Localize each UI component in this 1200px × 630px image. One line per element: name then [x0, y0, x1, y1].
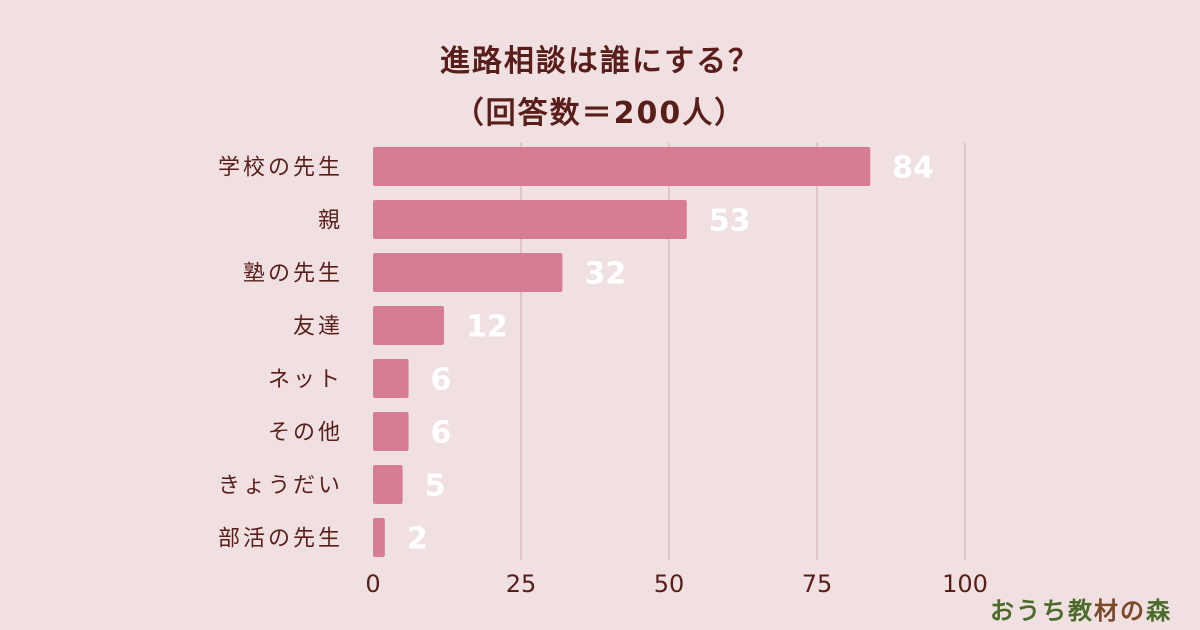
- value-label: 32: [584, 257, 626, 292]
- value-label: 12: [466, 310, 508, 345]
- tick-label: 75: [802, 570, 833, 598]
- value-label: 84: [892, 151, 934, 186]
- watermark-char: の: [1120, 596, 1146, 625]
- tick-label: 0: [365, 570, 380, 598]
- watermark-char: 教: [1068, 596, 1094, 625]
- value-label: 5: [425, 469, 446, 504]
- bar: [373, 412, 409, 451]
- category-label: 部活の先生: [218, 527, 343, 552]
- bar: [373, 306, 445, 345]
- value-label: 6: [431, 416, 452, 451]
- value-label: 53: [709, 204, 751, 239]
- watermark-char: 材: [1094, 596, 1120, 625]
- category-label: きょうだい: [218, 474, 343, 499]
- category-label: 友達: [293, 315, 343, 340]
- x-axis-ticks: 0 25 50 75 100: [365, 570, 988, 598]
- bar: [373, 518, 385, 557]
- category-label: 塾の先生: [243, 262, 343, 287]
- watermark-char: ち: [1042, 596, 1068, 625]
- brand-watermark: おうち教材の森: [990, 591, 1172, 626]
- bar: [373, 200, 687, 239]
- tick-label: 50: [654, 570, 685, 598]
- bar: [373, 359, 409, 398]
- watermark-char: う: [1016, 596, 1042, 625]
- chart-title: 進路相談は誰にする？: [439, 44, 761, 79]
- chart-subtitle: （回答数＝200人）: [453, 96, 747, 131]
- watermark-char: お: [990, 596, 1016, 625]
- bars: [373, 147, 871, 557]
- category-label: ネット: [268, 368, 343, 393]
- bar: [373, 253, 563, 292]
- tick-label: 100: [942, 570, 988, 598]
- tick-label: 25: [506, 570, 537, 598]
- value-label: 6: [431, 363, 452, 398]
- bar: [373, 465, 403, 504]
- watermark-char: 森: [1146, 596, 1172, 625]
- category-label: その他: [268, 421, 343, 446]
- category-label: 親: [318, 209, 343, 234]
- value-label: 2: [407, 522, 428, 557]
- bar: [373, 147, 871, 186]
- value-labels: 84 53 32 12 6 6 5 2: [407, 151, 934, 557]
- category-label: 学校の先生: [218, 156, 343, 181]
